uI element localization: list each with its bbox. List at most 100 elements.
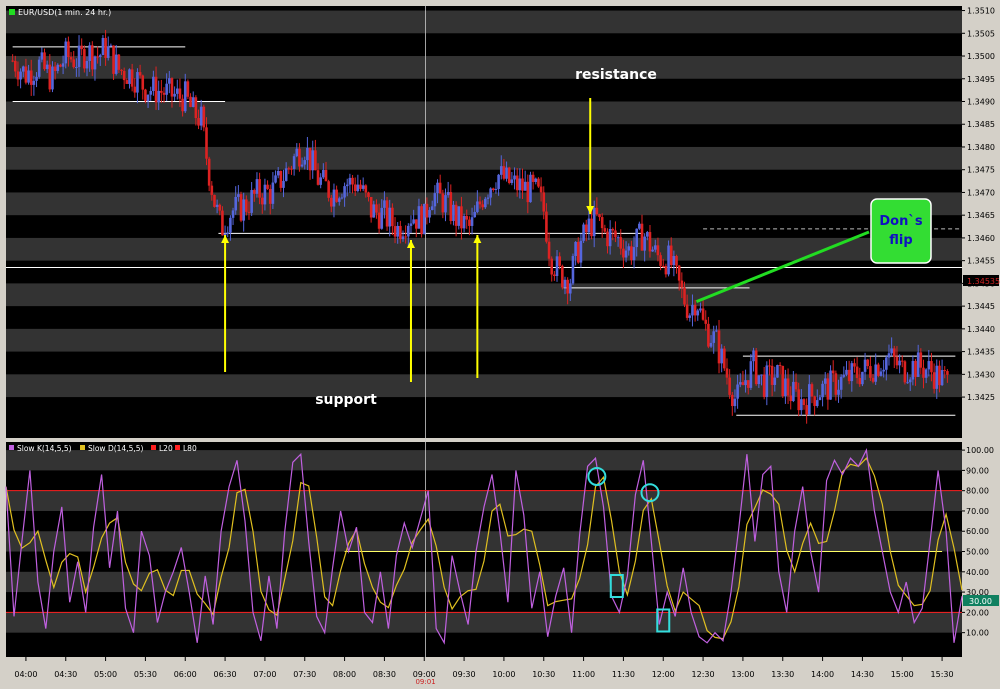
candle-up [473,211,477,218]
candle-down [502,166,506,179]
candle-down [826,378,830,400]
candle-up [808,384,811,415]
candle-up [292,156,296,169]
candle-down [112,45,115,74]
candle-down [359,184,362,189]
slow-d-line [5,457,963,640]
oscillator-stripe [6,612,962,633]
time-tick-label: 07:00 [253,670,276,679]
price-stripe [6,237,962,261]
time-tick-label: 10:30 [532,670,555,679]
candle-up [523,181,527,191]
price-tick-label: 1.3495 [967,75,995,84]
candle-up [271,182,275,204]
candle-down [290,168,293,170]
candle-up [61,63,65,67]
candle-down [611,229,615,231]
candle-up [35,76,38,81]
highlight-circle [587,466,607,486]
candle-down [869,366,872,378]
candle-up [322,169,325,178]
candle-up [152,76,155,91]
candle-down [892,348,896,357]
candle-up [494,188,498,190]
candle-down [80,45,83,50]
candle-up [226,232,230,234]
candle-down [162,92,166,95]
candle-up [433,193,437,207]
candle-down [903,361,907,383]
osc-tick-label: 60.00 [966,527,989,536]
price-tick-label: 1.3480 [967,143,995,152]
candle-up [691,304,694,316]
background-stripes [6,10,962,633]
candle-down [648,232,652,252]
candle-down [454,204,458,226]
candle-up [839,376,843,390]
candle-up [752,350,755,362]
candle-down [391,207,394,227]
candle-down [13,60,17,72]
candle-down [603,228,607,232]
candle-up [489,188,492,198]
time-tick-label: 15:00 [891,670,914,679]
candle-down [202,106,206,128]
candle-down [561,265,564,288]
time-tick-label: 15:30 [931,670,954,679]
candle-up [215,204,219,207]
candle-up [534,178,538,182]
candle-down [922,367,925,378]
candle-up [21,66,25,72]
time-tick-label: 05:30 [134,670,157,679]
candle-down [526,181,530,203]
candle-up [114,54,118,74]
oscillator-stripe [6,450,962,471]
time-tick-label: 06:00 [174,670,197,679]
candle-down [558,256,561,266]
candle-down [746,380,750,388]
symbol-marker-icon [9,9,15,15]
candle-down [369,196,373,218]
candle-up [422,203,426,235]
candle-up [861,371,864,385]
candle-down [258,179,261,198]
candle-down [245,199,248,212]
price-tick-label: 1.3485 [967,120,995,129]
price-stripe [6,10,962,34]
candle-up [109,45,113,47]
price-stripe [6,56,962,79]
candle-down [197,118,200,126]
osc-tick-label: 70.00 [966,507,989,516]
candle-down [932,372,936,389]
l80-swatch-icon [175,445,180,450]
axes: 1.34251.34301.34351.34401.34451.34501.34… [14,7,995,686]
candle-down [268,188,272,204]
current-price-tag: 1.34535 [963,275,1000,286]
candle-up [885,357,888,370]
candle-up [935,365,939,389]
candle-down [584,224,588,233]
time-tick-label: 09:30 [453,670,476,679]
support-arrow-1-head [221,235,230,243]
candle-down [425,203,429,218]
candle-down [414,219,418,229]
price-tick-label: 1.3440 [967,325,995,334]
price-stripe [6,192,962,216]
candle-up [295,148,299,157]
candle-down [48,64,52,90]
candle-down [420,206,423,235]
candle-up [749,361,753,388]
candle-down [186,81,190,97]
stoch-value-tag: 30.00 [963,595,999,606]
candle-up [452,204,455,221]
candle-up [149,90,153,95]
candle-up [499,166,503,175]
candle-down [707,323,710,347]
candle-down [545,211,548,242]
candle-up [696,310,700,316]
osc-tick-label: 20.00 [966,608,989,617]
candle-up [340,197,344,199]
price-tick-label: 1.3510 [967,7,995,16]
oscillator-stripe [6,531,962,552]
candle-up [608,229,612,247]
